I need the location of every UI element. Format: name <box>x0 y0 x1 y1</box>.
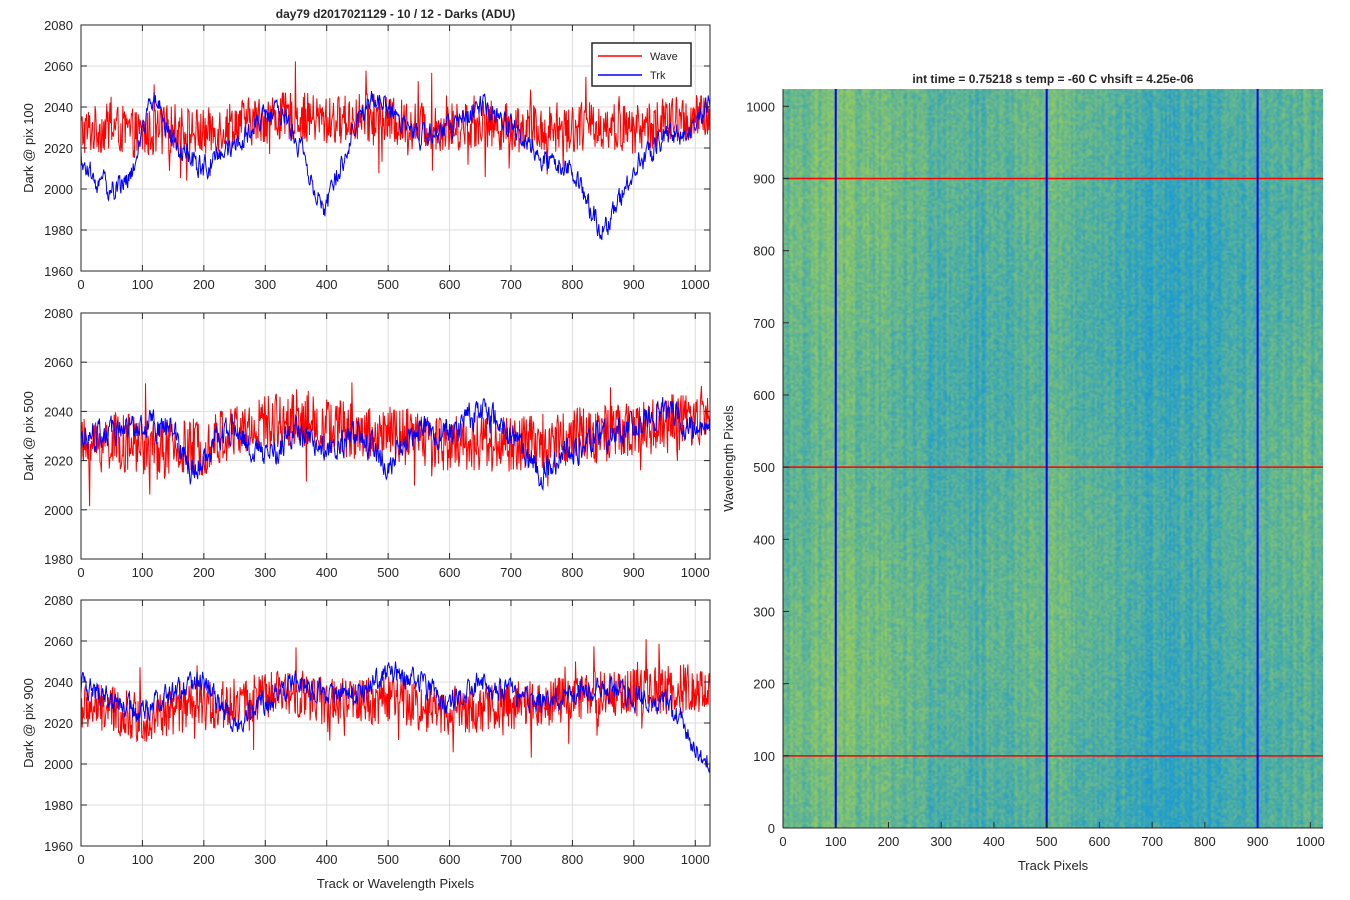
heatmap-x-tick-label: 1000 <box>1296 834 1325 849</box>
y-tick-label: 2020 <box>44 141 73 156</box>
heatmap-y-tick-label: 300 <box>753 604 775 619</box>
x-tick-label: 900 <box>623 565 645 580</box>
dark-image-plot: 0 100 200 300 400 500 600 700 800 900 1000 0 100 200 3… <box>721 72 1325 873</box>
series-line-wave <box>81 382 710 507</box>
legend-label-trk: Trk <box>650 70 666 82</box>
legend-box <box>591 42 692 87</box>
series-line-trk <box>81 90 710 241</box>
x-tick-label: 500 <box>377 565 399 580</box>
heatmap-x-tick-label: 300 <box>930 834 952 849</box>
x-tick-label: 0 <box>77 852 84 867</box>
x-tick-label: 400 <box>316 565 338 580</box>
line-plot-pix900: 0 100 200 300 400 500 600 700 800 900 1000 1960 1980… <box>21 593 711 891</box>
heatmap-y-tick-label: 0 <box>768 821 775 836</box>
x-tick-label: 200 <box>193 565 215 580</box>
heatmap-x-tick-label: 200 <box>878 834 900 849</box>
x-tick-label: 300 <box>254 277 276 292</box>
y-tick-label: 1960 <box>44 264 73 279</box>
y-tick-label: 2000 <box>44 503 73 518</box>
plot-title: day79 d2017021129 - 10 / 12 - Darks (ADU… <box>276 7 515 21</box>
axes-box <box>80 312 711 560</box>
y-tick-label: 2040 <box>44 404 73 419</box>
x-tick-label: 100 <box>132 852 154 867</box>
x-tick-label: 600 <box>439 277 461 292</box>
heatmap-y-tick-label: 1000 <box>746 99 775 114</box>
heatmap-image <box>783 89 1323 828</box>
y-axis-label: Dark @ pix 500 <box>21 391 36 481</box>
heatmap-x-tick-label: 100 <box>825 834 847 849</box>
line-plot-pix100: 0 100 200 300 400 500 600 700 800 900 1000 1960 1980… <box>21 7 711 292</box>
heatmap-y-axis-label: Wavelength Pixels <box>721 405 736 512</box>
x-tick-label: 700 <box>500 565 522 580</box>
y-axis-label: Dark @ pix 100 <box>21 103 36 193</box>
heatmap-y-tick-label: 800 <box>753 244 775 259</box>
heatmap-x-tick-label: 800 <box>1194 834 1216 849</box>
heatmap-x-tick-label: 400 <box>983 834 1005 849</box>
heatmap-x-tick-label: 900 <box>1247 834 1269 849</box>
heatmap-y-tick-label: 200 <box>753 677 775 692</box>
series-line-trk <box>81 397 710 492</box>
y-tick-label: 1980 <box>44 552 73 567</box>
x-tick-label: 900 <box>623 277 645 292</box>
x-tick-label: 500 <box>377 277 399 292</box>
y-tick-label: 2040 <box>44 100 73 115</box>
heatmap-x-tick-label: 700 <box>1141 834 1163 849</box>
x-tick-label: 600 <box>439 565 461 580</box>
x-tick-label: 300 <box>254 565 276 580</box>
x-tick-label: 600 <box>439 852 461 867</box>
y-tick-label: 2080 <box>44 18 73 33</box>
y-tick-label: 2060 <box>44 634 73 649</box>
x-tick-label: 500 <box>377 852 399 867</box>
x-tick-label: 300 <box>254 852 276 867</box>
heatmap-y-tick-label: 100 <box>753 749 775 764</box>
y-tick-label: 2020 <box>44 454 73 469</box>
series-line-wave <box>81 639 710 758</box>
x-tick-label: 0 <box>77 565 84 580</box>
x-tick-label: 800 <box>562 852 584 867</box>
y-tick-label: 2020 <box>44 716 73 731</box>
x-tick-label: 400 <box>316 277 338 292</box>
y-tick-label: 1980 <box>44 223 73 238</box>
heatmap-y-tick-label: 500 <box>753 460 775 475</box>
x-tick-label: 200 <box>193 852 215 867</box>
x-tick-label: 100 <box>132 565 154 580</box>
heatmap-x-axis-label: Track Pixels <box>1018 858 1089 873</box>
x-tick-label: 800 <box>562 565 584 580</box>
y-tick-label: 2000 <box>44 757 73 772</box>
x-tick-label: 700 <box>500 277 522 292</box>
heatmap-y-tick-label: 900 <box>753 171 775 186</box>
heatmap-y-tick-label: 600 <box>753 388 775 403</box>
heatmap-x-tick-label: 0 <box>779 834 786 849</box>
x-tick-label: 1000 <box>681 565 710 580</box>
y-tick-label: 2080 <box>44 306 73 321</box>
x-tick-label: 1000 <box>681 852 710 867</box>
heatmap-x-tick-label: 600 <box>1089 834 1111 849</box>
x-tick-label: 0 <box>77 277 84 292</box>
y-tick-label: 2060 <box>44 355 73 370</box>
heatmap-y-tick-label: 700 <box>753 316 775 331</box>
y-tick-label: 2060 <box>44 59 73 74</box>
y-axis-label: Dark @ pix 900 <box>21 678 36 768</box>
x-tick-label: 800 <box>562 277 584 292</box>
y-tick-label: 2040 <box>44 675 73 690</box>
x-tick-label: 400 <box>316 852 338 867</box>
series-line-wave <box>81 61 710 181</box>
y-tick-label: 1960 <box>44 839 73 854</box>
line-plot-pix500: 0 100 200 300 400 500 600 700 800 900 1000 1980 2000… <box>21 306 711 580</box>
x-axis-label: Track or Wavelength Pixels <box>317 876 475 891</box>
x-tick-label: 200 <box>193 277 215 292</box>
heatmap-y-tick-label: 400 <box>753 532 775 547</box>
y-tick-label: 2080 <box>44 593 73 608</box>
heatmap-x-tick-label: 500 <box>1036 834 1058 849</box>
x-tick-label: 900 <box>623 852 645 867</box>
x-tick-label: 700 <box>500 852 522 867</box>
x-tick-label: 100 <box>132 277 154 292</box>
heatmap-title: int time = 0.75218 s temp = -60 C vhsift… <box>912 72 1193 86</box>
y-tick-label: 2000 <box>44 182 73 197</box>
x-tick-label: 1000 <box>681 277 710 292</box>
legend-label-wave: Wave <box>650 51 678 63</box>
series-line-trk <box>81 661 710 773</box>
y-tick-label: 1980 <box>44 798 73 813</box>
